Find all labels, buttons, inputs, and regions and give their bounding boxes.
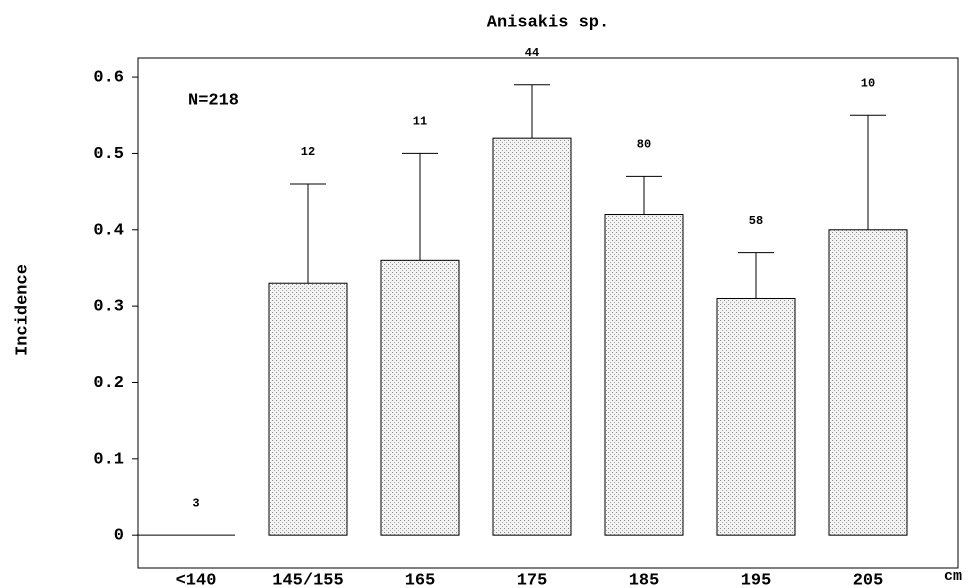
count-label: 44: [525, 46, 539, 60]
bar: [380, 259, 460, 536]
x-tick-label: 185: [629, 571, 660, 588]
y-tick-label: 0: [114, 527, 124, 546]
count-label: 12: [301, 145, 315, 159]
y-tick-label: 0.3: [93, 298, 124, 317]
x-tick-label: 165: [405, 571, 436, 588]
x-unit: cm: [944, 568, 962, 585]
bar: [268, 282, 348, 536]
x-tick-label: 195: [741, 571, 772, 588]
y-tick-label: 0.5: [93, 145, 124, 164]
y-tick-label: 0.6: [93, 69, 124, 88]
x-tick-label: 175: [517, 571, 548, 588]
bar: [716, 297, 796, 536]
bar: [828, 229, 908, 536]
y-tick-label: 0.2: [93, 374, 124, 393]
chart-title: Anisakis sp.: [487, 13, 609, 32]
count-label: 58: [749, 214, 763, 228]
plot-frame: [137, 57, 959, 569]
annotation: N=218: [188, 91, 239, 110]
count-label: 80: [637, 138, 651, 152]
x-tick-label: 205: [853, 571, 884, 588]
count-label: 3: [192, 496, 199, 510]
x-tick-label: 145/155: [272, 571, 343, 588]
y-axis-label: Incidence: [13, 264, 32, 356]
bar: [492, 137, 572, 536]
x-tick-label: <140: [176, 571, 217, 588]
y-tick-label: 0.1: [93, 450, 124, 469]
count-label: 11: [413, 115, 427, 129]
bar: [604, 214, 684, 536]
y-tick-label: 0.4: [93, 221, 124, 240]
count-label: 10: [861, 76, 875, 90]
